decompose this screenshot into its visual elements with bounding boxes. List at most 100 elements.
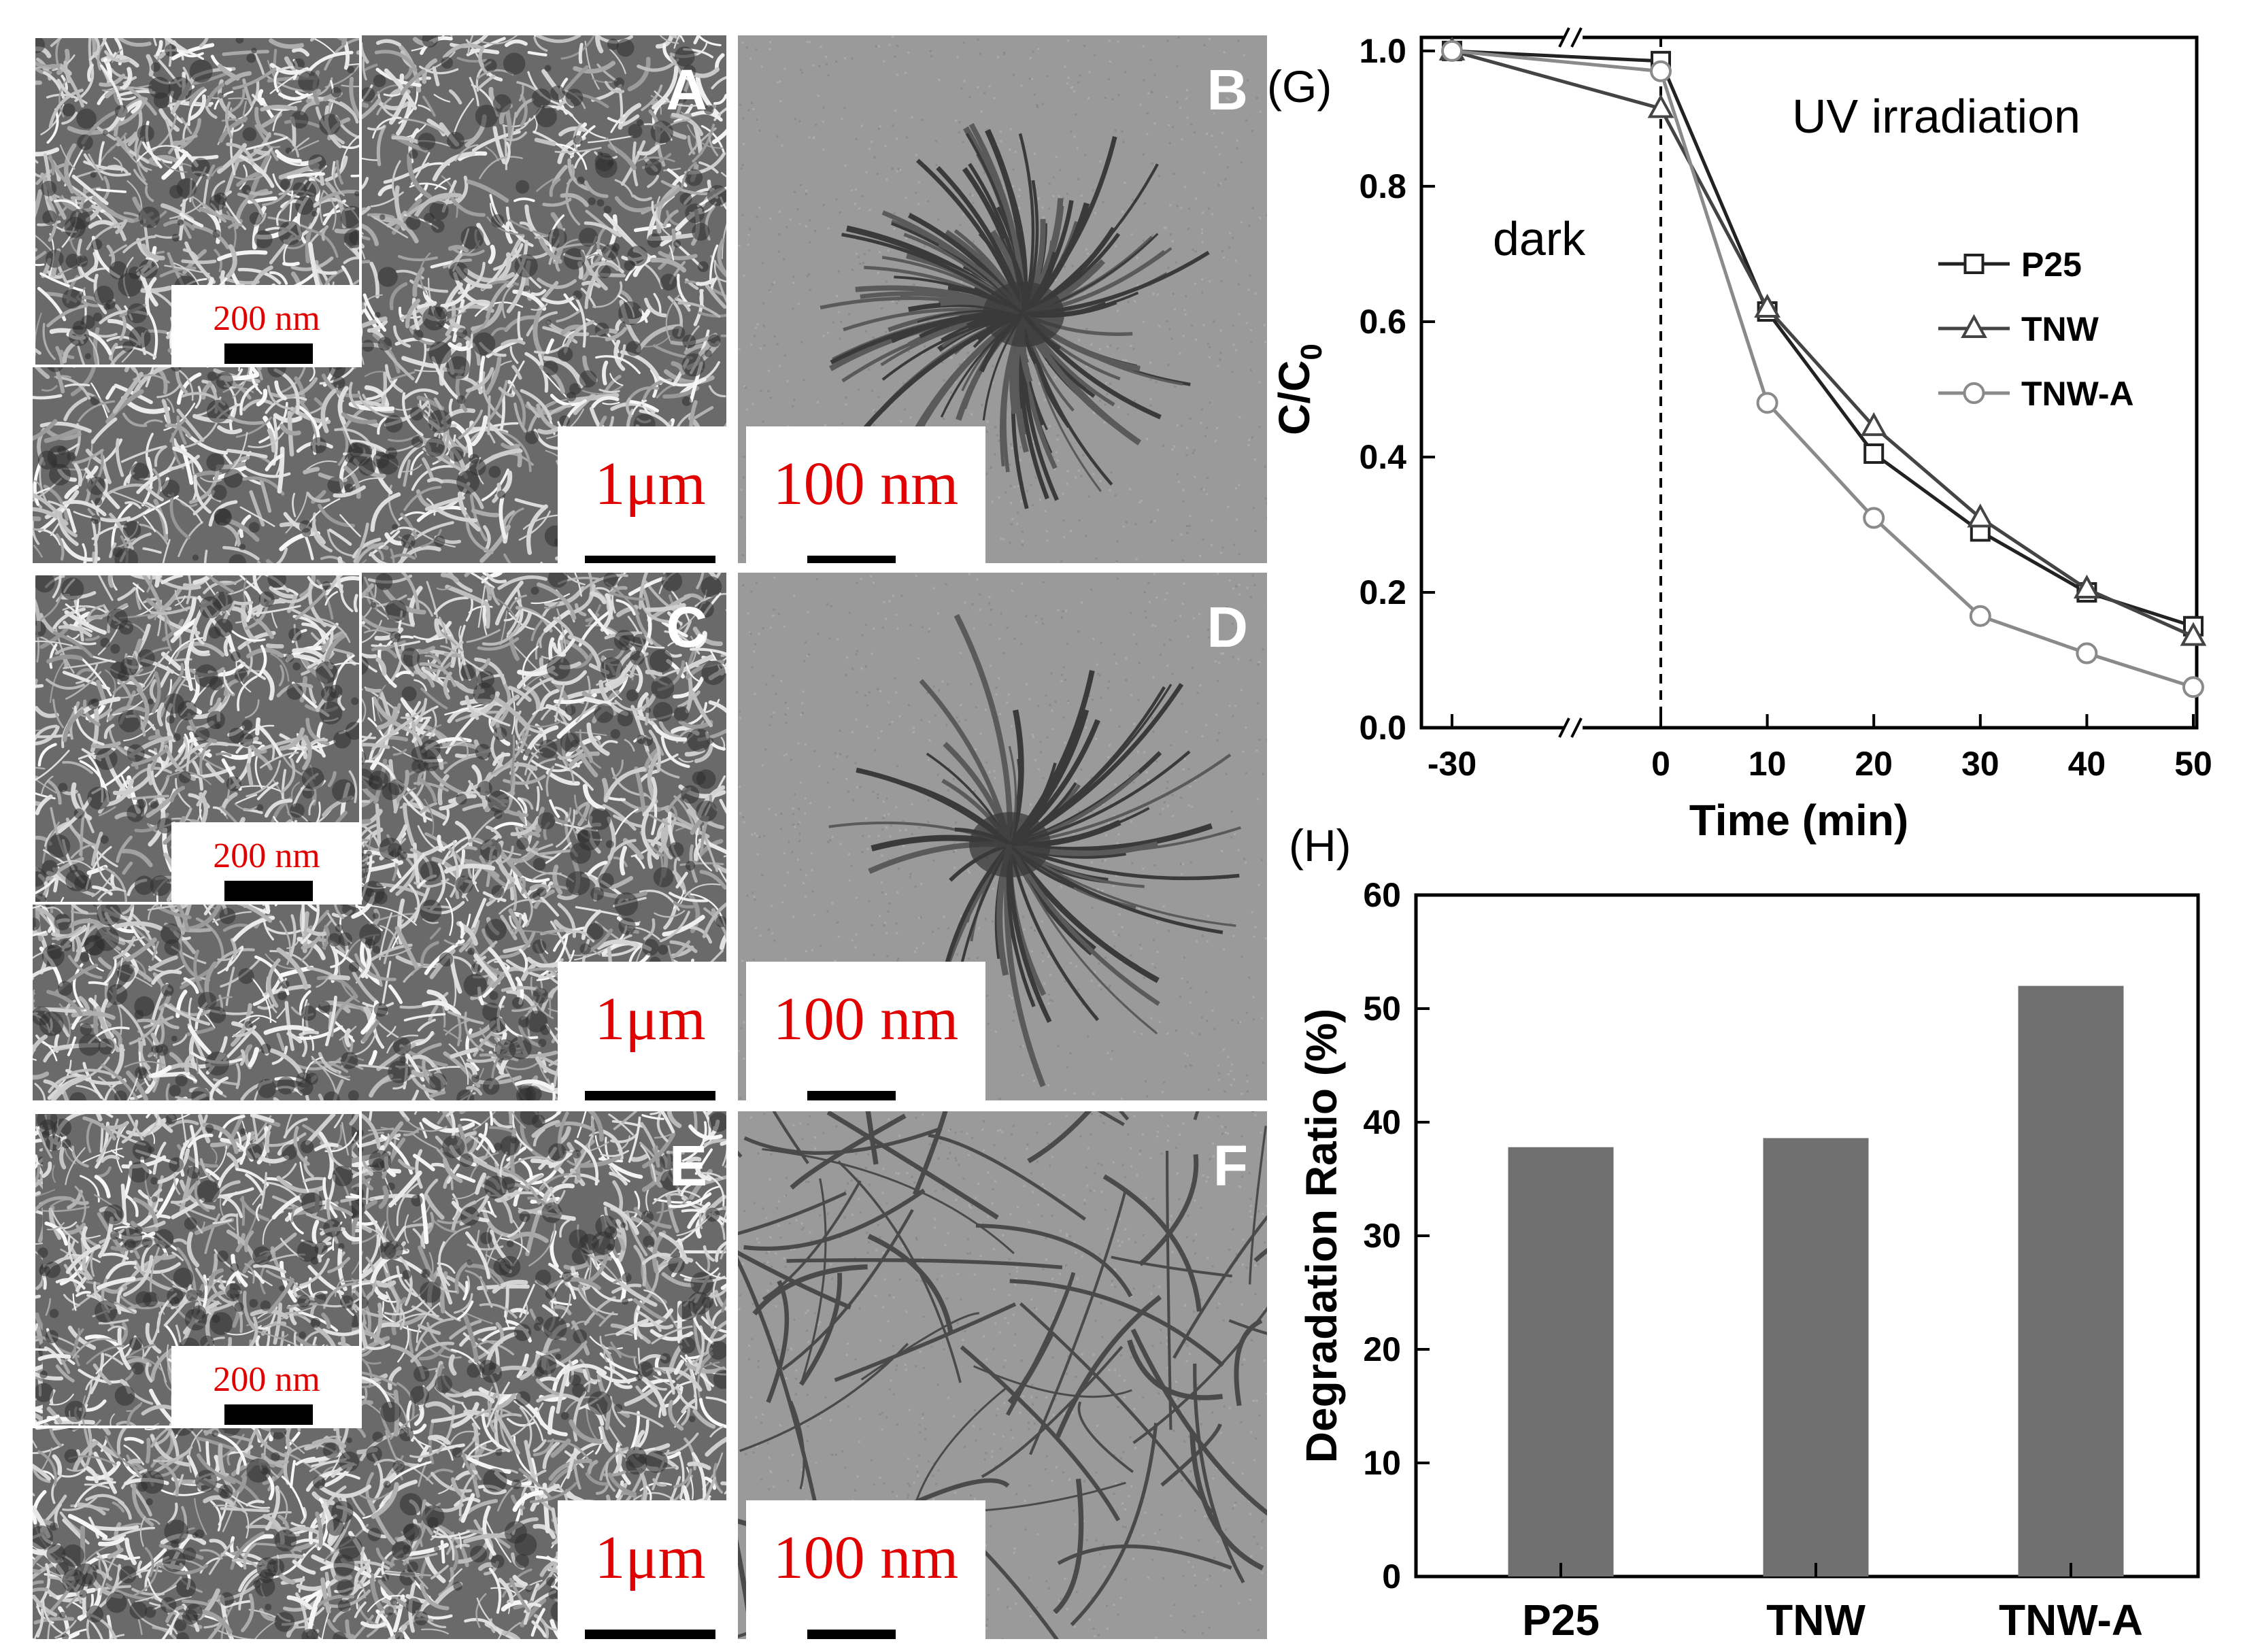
y-tick-label: 40 xyxy=(1363,1103,1401,1141)
data-point xyxy=(1650,60,1672,82)
data-point xyxy=(2180,622,2207,646)
panel-label: D xyxy=(1206,595,1248,659)
plot-frame xyxy=(1419,35,2199,730)
data-point xyxy=(1967,503,1994,528)
series-line-tnw xyxy=(1451,49,2195,638)
scale-box: 100 nm xyxy=(746,962,985,1100)
scale-box: 100 nm xyxy=(746,426,985,563)
panel-label: E xyxy=(669,1134,707,1198)
scale-bar xyxy=(585,1091,715,1100)
x-tick-label: 30 xyxy=(1961,745,1999,783)
scale-bar xyxy=(807,556,896,563)
y-tick-label: 1.0 xyxy=(1359,32,1406,70)
x-tick-label: 50 xyxy=(2174,745,2212,783)
inset-scale-bar xyxy=(224,881,313,901)
x-tick-label: 10 xyxy=(1749,745,1787,783)
data-point xyxy=(1757,301,1778,322)
panel-label: A xyxy=(666,58,707,122)
inset-scale-box: 200 nm xyxy=(171,285,359,365)
inset-scale-label: 200 nm xyxy=(213,837,320,875)
y-tick-label: 50 xyxy=(1363,990,1401,1028)
y-tick-label: 0.8 xyxy=(1359,167,1406,205)
series-line-tnw-a xyxy=(1451,49,2194,689)
data-point xyxy=(2182,676,2204,698)
legend-marker xyxy=(1963,254,1985,274)
y-tick-label: 0.0 xyxy=(1359,709,1406,747)
axis-break-mark xyxy=(1570,718,1583,738)
y-axis-label-h: Degradation Ratio (%) xyxy=(1297,1009,1346,1463)
data-point xyxy=(1860,412,1887,437)
inset-scale-bar xyxy=(224,343,313,364)
annotation-dark: dark xyxy=(1493,212,1586,265)
y-axis-label: C/C0 xyxy=(1270,343,1328,435)
inset-scale-label: 200 nm xyxy=(213,299,320,338)
micrograph-panel-f: 100 nm F xyxy=(738,1111,1267,1639)
data-point xyxy=(1863,443,1885,464)
micrograph-image xyxy=(738,35,1267,563)
series-line-p25 xyxy=(1451,49,2194,628)
x-tick-label: -30 xyxy=(1428,745,1476,783)
data-point xyxy=(1442,40,1462,61)
inset-image: 200 nm xyxy=(33,35,362,367)
y-tick-label: 0.2 xyxy=(1359,573,1406,611)
panel-label-h: (H) xyxy=(1289,820,1351,871)
inset-image: 200 nm xyxy=(33,1111,362,1428)
y-tick-label: 0 xyxy=(1382,1557,1401,1596)
inset-image: 200 nm xyxy=(33,573,362,905)
y-tick-label: 20 xyxy=(1363,1330,1401,1368)
data-point xyxy=(1647,94,1674,118)
bar-tnw xyxy=(1763,1138,1869,1577)
y-tick-label: 0.6 xyxy=(1359,303,1406,341)
scale-bar xyxy=(807,1630,896,1639)
axis-break-mark xyxy=(1570,27,1583,48)
inset-scale-label: 200 nm xyxy=(213,1360,320,1399)
micrograph-panel-a: 200 nm 1μm A xyxy=(33,35,726,563)
plot-frame-h xyxy=(1414,893,2200,1579)
bar-p25 xyxy=(1508,1147,1614,1577)
axis-break-mark xyxy=(1558,27,1570,48)
micrograph-panel-b: 100 nm B xyxy=(738,35,1267,563)
scale-bar xyxy=(585,556,715,563)
scale-box: 1μm xyxy=(558,1500,726,1639)
axis-break-gap-bottom xyxy=(1564,720,1583,736)
scale-label: 1μm xyxy=(594,985,706,1053)
data-point xyxy=(1441,39,1463,62)
scale-bar xyxy=(585,1630,715,1639)
data-point xyxy=(2076,642,2098,664)
axis-break-gap-top xyxy=(1564,29,1583,46)
x-tick-label: 0 xyxy=(1651,745,1670,783)
y-tick-label: 10 xyxy=(1363,1444,1401,1482)
micrograph-panel-d: 100 nm D xyxy=(738,573,1267,1100)
y-tick-label: 60 xyxy=(1363,876,1401,914)
panel-label-g: (G) xyxy=(1267,61,1332,112)
inset-scale-box: 200 nm xyxy=(171,1346,359,1426)
data-point xyxy=(2076,581,2097,603)
micrograph-panel-e: 200 nm 1μm E xyxy=(33,1111,726,1639)
scale-box: 1μm xyxy=(558,962,726,1100)
panel-label: B xyxy=(1206,58,1248,122)
scale-bar xyxy=(807,1091,896,1100)
x-tick-label: P25 xyxy=(1522,1596,1600,1645)
data-point xyxy=(1754,293,1780,318)
bar-tnw-a xyxy=(2018,985,2124,1577)
legend-marker xyxy=(1963,382,1985,404)
y-tick-label: 0.4 xyxy=(1359,438,1406,476)
legend-label: P25 xyxy=(2021,246,2082,284)
annotation-uv: UV irradiation xyxy=(1792,90,2080,143)
data-point xyxy=(1651,50,1671,71)
data-point xyxy=(2183,616,2204,637)
scale-label: 100 nm xyxy=(773,1524,959,1591)
data-point xyxy=(1756,392,1778,414)
scale-label: 1μm xyxy=(594,1524,706,1591)
data-point xyxy=(1970,521,1991,542)
x-tick-label: TNW xyxy=(1766,1596,1866,1645)
scale-label: 1μm xyxy=(594,450,706,518)
legend-label: TNW-A xyxy=(2021,375,2134,413)
x-tick-label: TNW-A xyxy=(1999,1596,2143,1645)
scale-label: 100 nm xyxy=(773,450,959,518)
micrograph-panel-c: 200 nm 1μm C xyxy=(33,573,726,1100)
data-point xyxy=(1438,36,1466,61)
y-tick-label: 30 xyxy=(1363,1217,1401,1255)
inset-scale-box: 200 nm xyxy=(171,822,359,902)
x-tick-label: 20 xyxy=(1855,745,1893,783)
